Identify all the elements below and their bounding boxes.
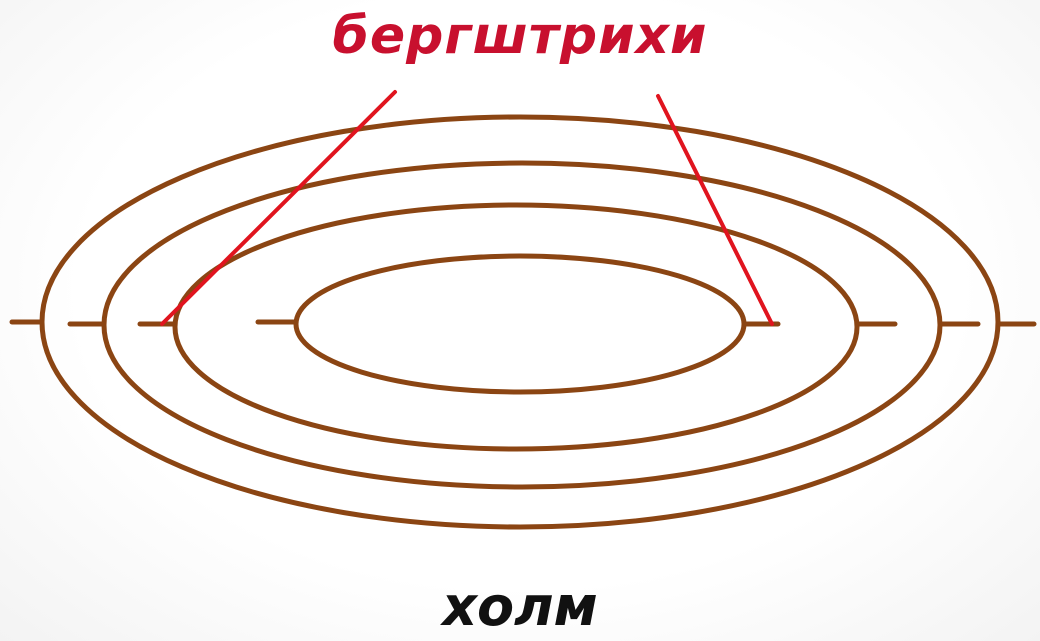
pointer-line-left (160, 90, 397, 326)
contour-line-3 (172, 202, 860, 452)
berghstrich-ticks (9, 319, 1037, 327)
contour-line-2 (101, 160, 943, 490)
contour-line-4 (293, 253, 747, 395)
hill-caption: холм (442, 575, 598, 638)
pointer-line-right (656, 94, 774, 326)
pointer-lines (160, 90, 774, 326)
berghstrich-label: бергштрихи (332, 6, 708, 66)
contour-lines (39, 114, 1001, 530)
